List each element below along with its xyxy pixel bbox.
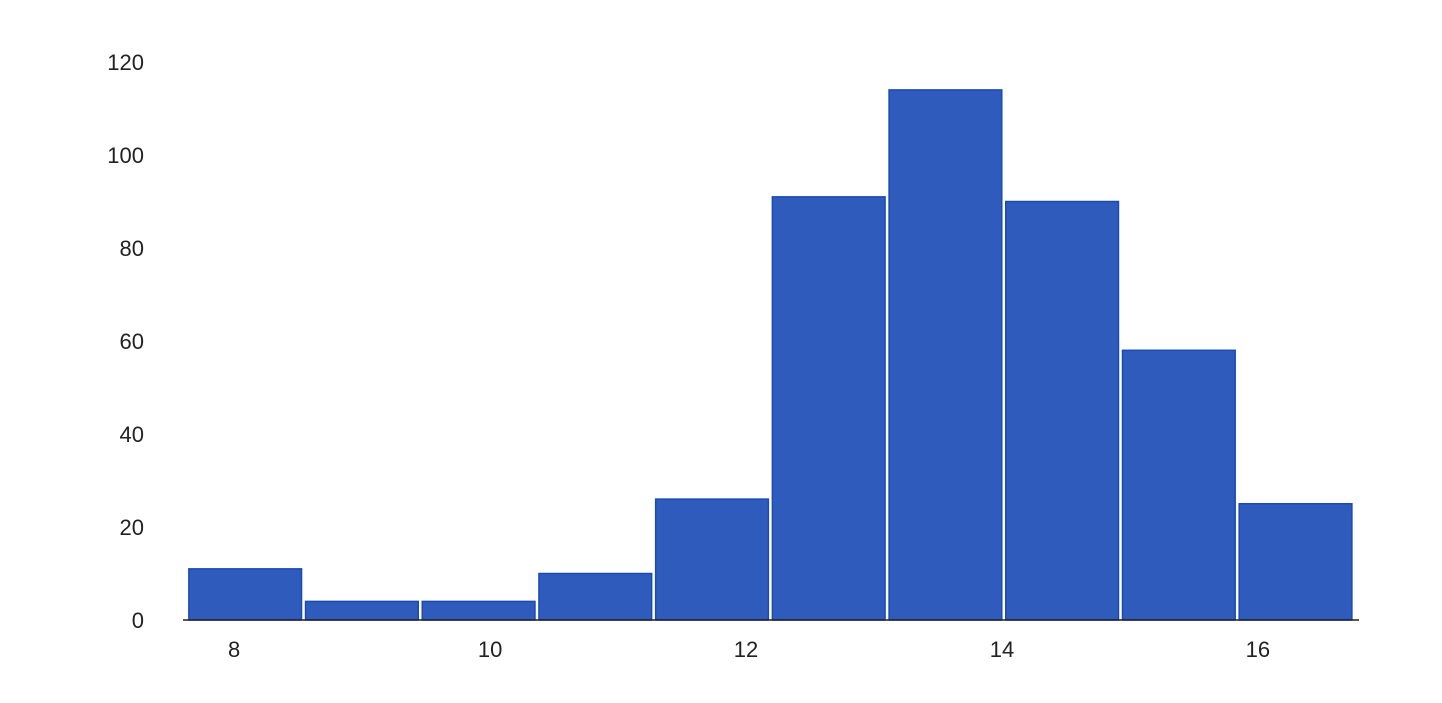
x-tick-label: 14	[990, 637, 1014, 662]
y-tick-label: 120	[107, 50, 144, 75]
histogram-bar	[654, 498, 770, 621]
histogram-bar	[538, 572, 653, 621]
histogram-bar	[1238, 503, 1353, 621]
x-tick-label: 16	[1246, 637, 1270, 662]
y-tick-label: 60	[120, 329, 144, 354]
bars-group	[188, 89, 1353, 621]
x-tick-labels: 8 10 12 14 16	[228, 637, 1270, 662]
histogram-bar	[888, 89, 1003, 621]
histogram-bar	[304, 600, 419, 621]
y-tick-label: 80	[120, 236, 144, 261]
histogram-bar	[1005, 200, 1120, 621]
y-tick-label: 40	[120, 422, 144, 447]
y-tick-label: 0	[132, 608, 144, 633]
histogram-bar	[188, 568, 303, 621]
x-tick-label: 8	[228, 637, 240, 662]
y-tick-label: 20	[120, 515, 144, 540]
x-tick-label: 12	[734, 637, 758, 662]
histogram-bar	[421, 600, 536, 621]
histogram-bar	[771, 196, 886, 621]
y-tick-label: 100	[107, 143, 144, 168]
x-tick-label: 10	[478, 637, 502, 662]
y-tick-labels: 0 20 40 60 80 100 120	[107, 50, 144, 633]
histogram-bar	[1121, 349, 1236, 621]
